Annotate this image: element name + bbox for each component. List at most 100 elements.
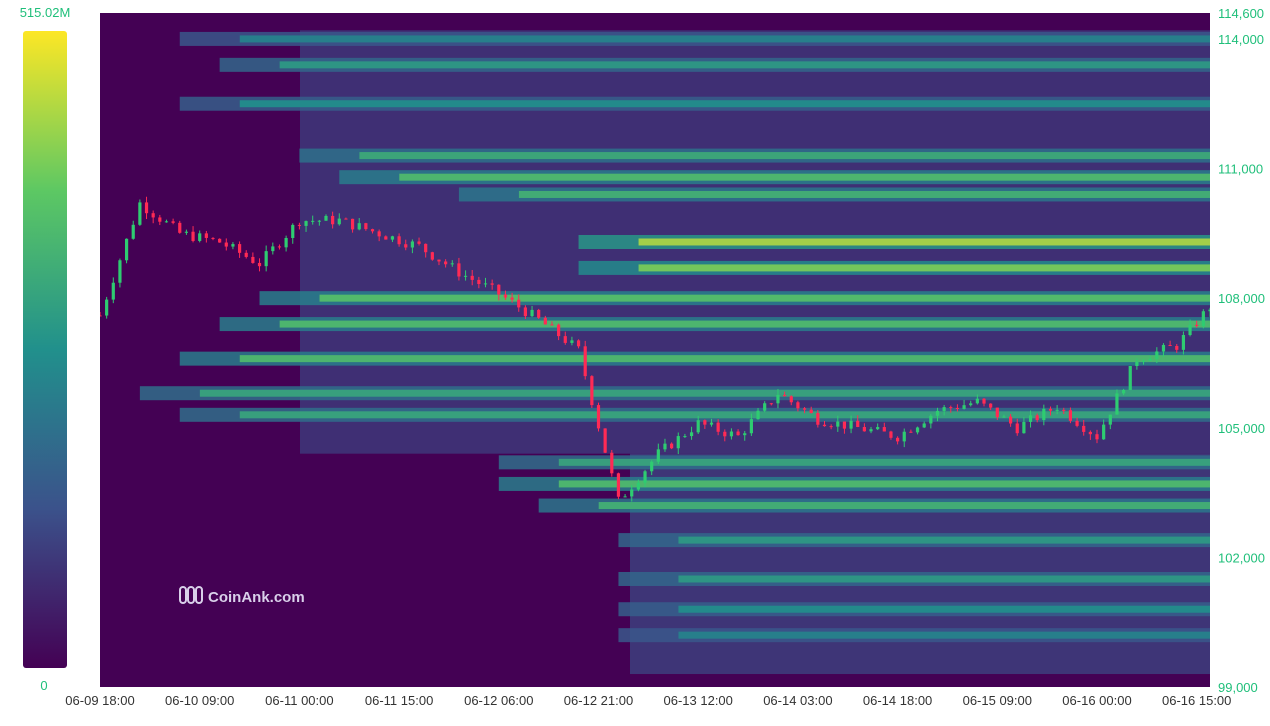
candle — [656, 443, 660, 465]
candle — [1128, 365, 1132, 391]
candle — [324, 214, 328, 221]
candle — [437, 259, 441, 266]
heatmap-band — [219, 57, 1210, 72]
candle — [849, 415, 853, 434]
candle — [776, 389, 780, 409]
candle — [723, 429, 727, 442]
candle — [763, 401, 767, 413]
candle — [377, 229, 381, 242]
candle — [1002, 414, 1006, 418]
candle — [390, 235, 395, 243]
candle — [995, 407, 999, 420]
y-tick-label: 102,000 — [1218, 550, 1265, 565]
heatmap-layer — [139, 30, 1210, 675]
candle — [729, 428, 734, 440]
candle — [1155, 347, 1159, 364]
candle — [517, 294, 521, 312]
x-tick-label: 06-10 09:00 — [165, 693, 234, 708]
candle — [410, 239, 414, 254]
y-axis: 99,000 102,000 105,000 108,000 111,000 114,00… — [1218, 6, 1265, 695]
candle — [430, 251, 434, 261]
candle — [543, 315, 547, 325]
candle — [497, 284, 501, 301]
heatmap-band — [299, 148, 1210, 163]
candle — [975, 394, 979, 405]
candle — [164, 219, 169, 223]
candle — [935, 407, 940, 422]
x-tick-label: 06-11 00:00 — [265, 693, 333, 708]
candle — [1015, 418, 1019, 436]
candle — [463, 270, 468, 281]
candle — [131, 220, 135, 240]
x-tick-label: 06-12 21:00 — [564, 693, 633, 708]
candle — [237, 241, 242, 258]
heatmap-band — [498, 455, 1210, 470]
candle — [1121, 388, 1126, 396]
x-tick-label: 06-12 06:00 — [464, 693, 533, 708]
candle — [809, 406, 813, 414]
candle — [311, 215, 315, 225]
y-tick-label: 111,000 — [1218, 162, 1263, 177]
candle — [676, 432, 680, 455]
candle — [244, 250, 248, 259]
candle — [1161, 343, 1166, 357]
candle — [816, 410, 820, 428]
candle — [969, 400, 973, 407]
x-tick-label: 06-13 12:00 — [664, 693, 733, 708]
candle — [802, 407, 807, 414]
heatmap-band — [458, 187, 1210, 202]
candle — [178, 220, 182, 234]
candle — [151, 210, 155, 224]
candle — [470, 269, 474, 286]
heatmap-band — [179, 351, 1210, 366]
watermark-text: CoinAnk.com — [208, 589, 305, 606]
heatmap-band — [538, 498, 1210, 513]
candle — [384, 235, 388, 240]
candle — [1148, 355, 1152, 361]
candle — [915, 426, 920, 435]
x-axis: 06-09 18:00 06-10 09:00 06-11 00:00 06-11 1… — [65, 693, 1231, 708]
candle — [1068, 407, 1073, 424]
candle — [982, 398, 986, 407]
candle — [603, 428, 607, 454]
candle — [397, 233, 401, 247]
candle — [1195, 320, 1199, 328]
candle — [889, 430, 893, 440]
heatmap-band — [618, 628, 1210, 643]
x-tick-label: 06-14 18:00 — [863, 693, 932, 708]
candle — [1188, 319, 1192, 337]
candle — [424, 243, 428, 258]
watermark: CoinAnk.com — [179, 586, 305, 606]
candle — [370, 228, 375, 234]
colorbar-min-label: 0 — [40, 678, 47, 693]
candle — [756, 408, 760, 420]
candle — [630, 485, 634, 502]
candle — [929, 413, 933, 429]
candle — [404, 239, 408, 251]
candle — [716, 419, 720, 436]
candle — [789, 395, 793, 406]
candle — [530, 305, 534, 318]
candle — [610, 449, 614, 477]
candle — [829, 424, 833, 430]
candle — [1048, 406, 1053, 416]
candle — [876, 423, 880, 431]
candle — [949, 405, 953, 413]
y-tick-label: 105,000 — [1218, 421, 1265, 436]
candle — [836, 415, 840, 432]
x-tick-label: 06-16 00:00 — [1062, 693, 1131, 708]
heatmap-band — [578, 234, 1210, 249]
candle — [1075, 417, 1079, 428]
candle — [563, 331, 567, 345]
candle — [271, 242, 275, 255]
candle — [896, 436, 900, 445]
heatmap-band — [179, 96, 1210, 111]
candle — [1055, 405, 1059, 415]
candle — [1168, 340, 1172, 347]
heatmap-band — [179, 407, 1210, 422]
candle — [444, 259, 448, 268]
candle — [1181, 331, 1186, 355]
candle — [364, 222, 368, 231]
candle — [862, 423, 866, 432]
